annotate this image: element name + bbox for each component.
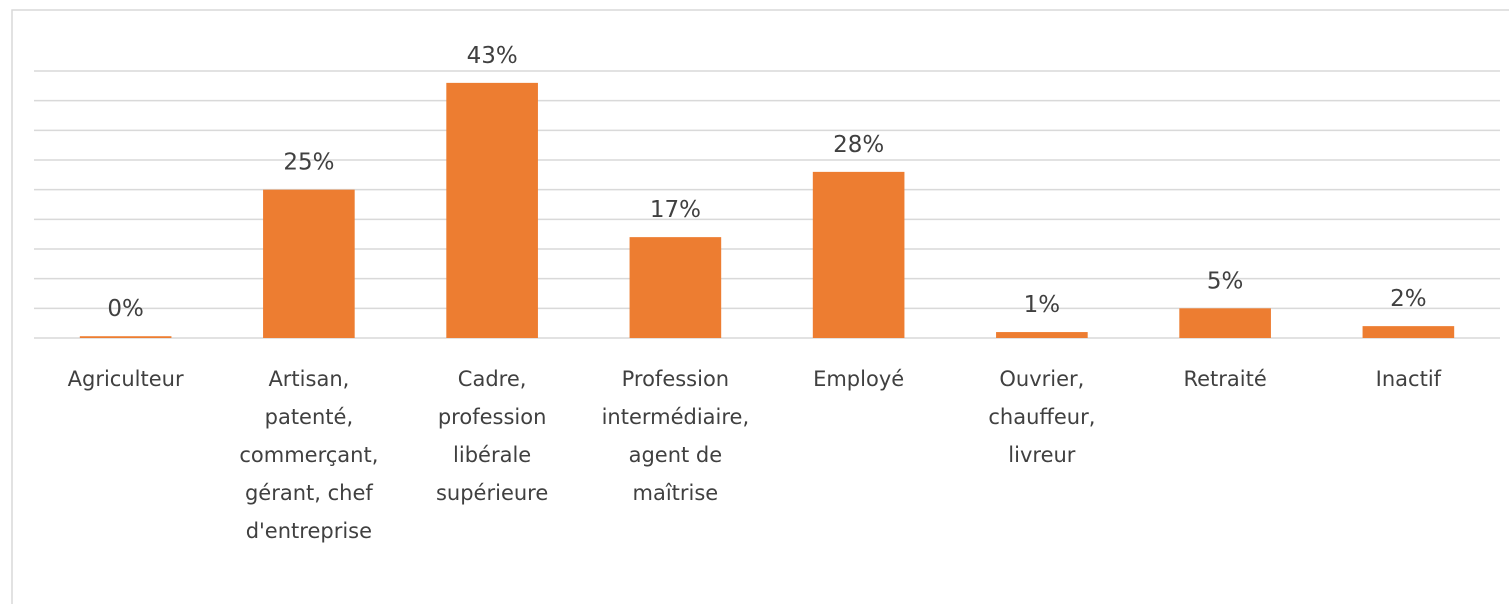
x-tick-label: Artisan, patenté, commerçant, gérant, ch… — [239, 367, 379, 543]
bar — [629, 237, 722, 338]
data-label: 28% — [833, 132, 884, 158]
data-label: 5% — [1207, 268, 1244, 294]
data-label: 25% — [283, 150, 334, 176]
x-tick-label: Employé — [813, 367, 905, 391]
data-label: 43% — [467, 43, 518, 69]
data-label: 1% — [1024, 292, 1061, 318]
x-tick-label: Profession intermédiaire, agent de maîtr… — [601, 367, 750, 505]
data-label: 17% — [650, 197, 701, 223]
x-tick-label: Agriculteur — [67, 367, 184, 391]
bar — [996, 332, 1088, 338]
x-tick-label: Ouvrier, chauffeur, livreur — [988, 367, 1096, 467]
bar — [263, 189, 355, 338]
data-label: 2% — [1390, 286, 1427, 312]
data-label: 0% — [107, 296, 144, 322]
bar — [79, 336, 172, 338]
bar — [1362, 326, 1455, 338]
chart-frame — [11, 9, 1509, 604]
x-tick-label: Retraité — [1183, 367, 1267, 391]
bar — [812, 171, 905, 338]
x-tick-label: Inactif — [1375, 367, 1442, 391]
bar — [446, 82, 538, 338]
bar — [1179, 308, 1271, 338]
x-tick-label: Cadre, profession libérale supérieure — [435, 367, 549, 505]
